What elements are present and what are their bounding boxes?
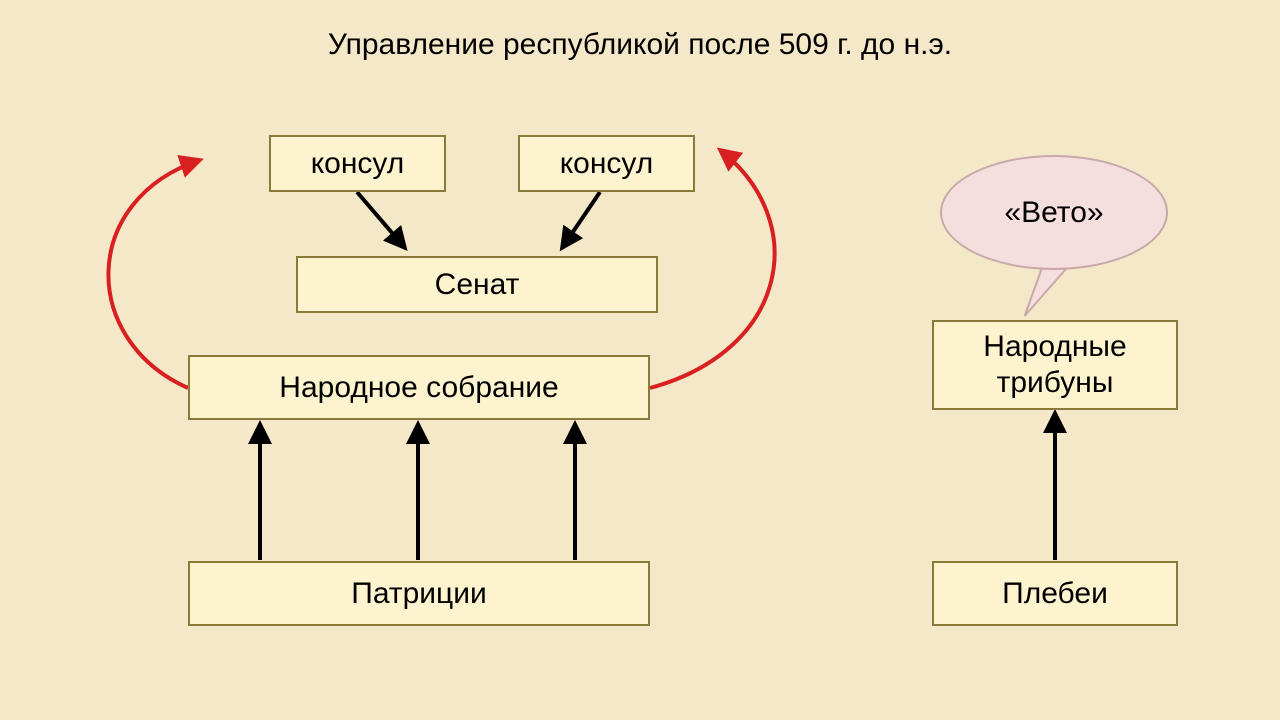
node-patricians: Патриции <box>188 561 650 626</box>
callout-veto: «Вето» <box>940 155 1168 270</box>
callout-bubble: «Вето» <box>940 155 1168 270</box>
node-label: Патриции <box>351 577 486 611</box>
node-senate: Сенат <box>296 256 658 313</box>
node-label: Народное собрание <box>279 371 558 405</box>
node-label: Плебеи <box>1002 577 1108 611</box>
node-label: Народные трибуны <box>934 329 1176 401</box>
node-consul-1: консул <box>269 135 446 192</box>
node-label: консул <box>560 147 654 181</box>
callout-label: «Вето» <box>1004 196 1103 230</box>
diagram-title: Управление республикой после 509 г. до н… <box>328 28 952 62</box>
node-consul-2: консул <box>518 135 695 192</box>
node-label: консул <box>311 147 405 181</box>
node-assembly: Народное собрание <box>188 355 650 420</box>
node-label: Сенат <box>435 268 520 302</box>
node-plebeians: Плебеи <box>932 561 1178 626</box>
node-tribunes: Народные трибуны <box>932 320 1178 410</box>
